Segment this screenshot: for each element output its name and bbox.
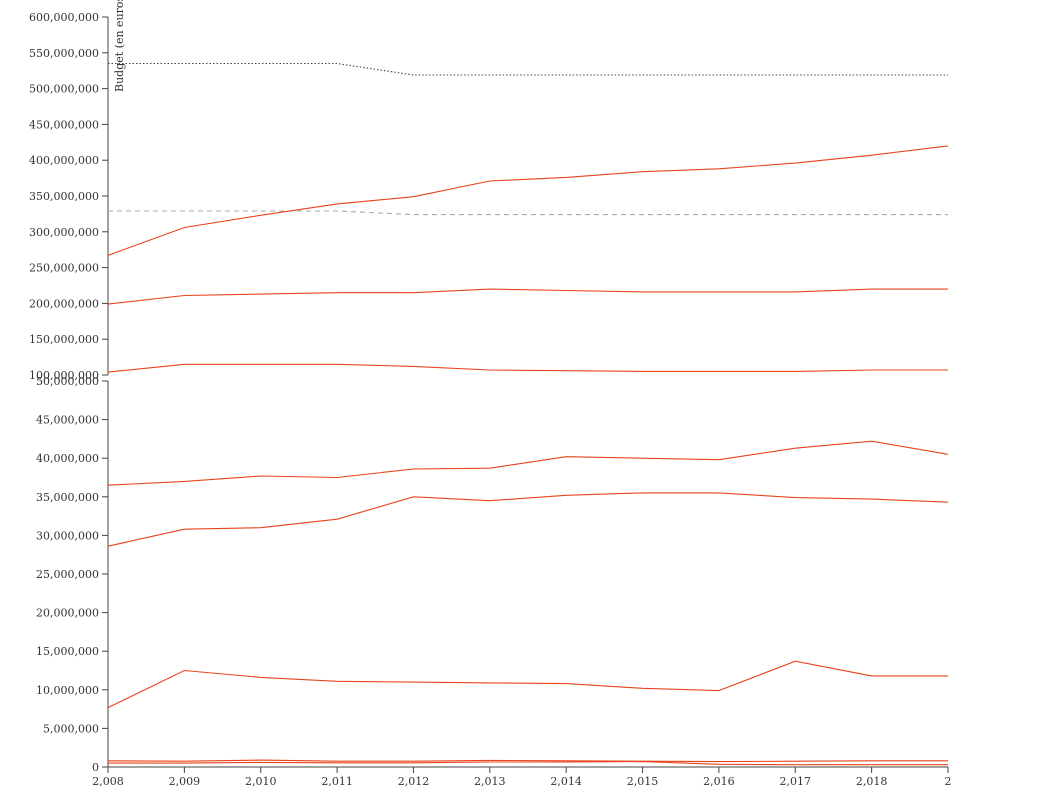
x-tick-label: 2,015 bbox=[627, 775, 659, 788]
bottom-y-tick-label: 35,000,000 bbox=[36, 491, 99, 504]
x-tick: 2,009 bbox=[169, 767, 201, 788]
top-series-line-2 bbox=[108, 210, 948, 216]
top-chart-panel: 100,000,000 150,000,000 200,000,000 250,000… bbox=[29, 11, 949, 382]
x-tick-label: 2,010 bbox=[245, 775, 277, 788]
top-y-tick-label: 150,000,000 bbox=[29, 333, 99, 346]
top-y-tick-label: 500,000,000 bbox=[29, 83, 99, 96]
top-y-tick-label: 200,000,000 bbox=[29, 297, 99, 310]
x-tick-label: 2,017 bbox=[780, 775, 812, 788]
top-y-tick-label: 250,000,000 bbox=[29, 262, 99, 275]
x-tick-label: 2,018 bbox=[856, 775, 888, 788]
bottom-y-tick: 10,000,000 bbox=[36, 684, 108, 697]
bottom-y-tick-label: 50,000,000 bbox=[36, 375, 99, 388]
bottom-y-tick: 0 bbox=[92, 761, 108, 774]
bottom-y-tick: 30,000,000 bbox=[36, 529, 108, 542]
top-y-tick: 550,000,000 bbox=[29, 47, 108, 60]
x-tick: 2,014 bbox=[550, 767, 582, 788]
x-tick-label: 2 bbox=[945, 775, 952, 788]
top-y-tick-label: 100,000,000 bbox=[29, 369, 99, 382]
bottom-series-line-1 bbox=[107, 440, 949, 486]
top-y-tick-label: 550,000,000 bbox=[29, 47, 99, 60]
x-tick-label: 2,016 bbox=[703, 775, 735, 788]
bottom-y-tick-label: 10,000,000 bbox=[36, 684, 99, 697]
top-y-tick-label: 600,000,000 bbox=[29, 11, 99, 24]
top-series-line-3 bbox=[107, 145, 949, 256]
x-tick: 2,008 bbox=[92, 767, 124, 788]
top-y-tick: 450,000,000 bbox=[29, 118, 108, 131]
top-y-tick: 350,000,000 bbox=[29, 190, 108, 203]
bottom-y-tick-label: 0 bbox=[92, 761, 99, 774]
top-y-tick: 600,000,000 bbox=[29, 11, 108, 24]
x-tick: 2 bbox=[945, 767, 952, 788]
x-tick: 2,016 bbox=[703, 767, 735, 788]
top-y-tick-label: 350,000,000 bbox=[29, 190, 99, 203]
bottom-series-line-3 bbox=[107, 660, 948, 709]
top-y-tick: 250,000,000 bbox=[29, 262, 108, 275]
top-series-line-1 bbox=[108, 62, 948, 76]
bottom-y-tick: 15,000,000 bbox=[36, 645, 108, 658]
x-tick-label: 2,008 bbox=[92, 775, 124, 788]
bottom-y-tick-label: 40,000,000 bbox=[36, 452, 99, 465]
top-series-line-4 bbox=[107, 288, 948, 305]
bottom-y-tick: 25,000,000 bbox=[36, 568, 108, 581]
bottom-series-line-2 bbox=[107, 492, 949, 547]
x-tick: 2,013 bbox=[474, 767, 506, 788]
top-y-tick: 400,000,000 bbox=[29, 154, 108, 167]
bottom-chart-panel: 0 5,000,000 10,000,000 15,000,000 20,000,000… bbox=[36, 375, 951, 788]
x-tick: 2,010 bbox=[245, 767, 277, 788]
top-y-tick: 100,000,000 bbox=[29, 369, 108, 382]
x-tick-label: 2,012 bbox=[398, 775, 430, 788]
bottom-y-tick: 40,000,000 bbox=[36, 452, 108, 465]
bottom-series-line-4 bbox=[107, 759, 948, 763]
bottom-y-tick: 35,000,000 bbox=[36, 491, 108, 504]
x-tick-label: 2,013 bbox=[474, 775, 506, 788]
bottom-y-tick-label: 15,000,000 bbox=[36, 645, 99, 658]
x-tick: 2,017 bbox=[780, 767, 812, 788]
top-series-line-5 bbox=[107, 363, 948, 373]
bottom-y-tick: 45,000,000 bbox=[36, 414, 108, 427]
bottom-y-tick-label: 25,000,000 bbox=[36, 568, 99, 581]
top-y-tick-label: 300,000,000 bbox=[29, 226, 99, 239]
top-y-tick: 300,000,000 bbox=[29, 226, 108, 239]
x-tick: 2,018 bbox=[856, 767, 888, 788]
x-tick: 2,011 bbox=[321, 767, 353, 788]
top-y-tick-label: 450,000,000 bbox=[29, 118, 99, 131]
bottom-y-tick: 50,000,000 bbox=[36, 375, 108, 388]
y-axis-label: Budget (en euros bbox=[113, 0, 126, 92]
x-tick: 2,012 bbox=[398, 767, 430, 788]
bottom-y-tick: 5,000,000 bbox=[43, 722, 108, 735]
bottom-y-tick-label: 45,000,000 bbox=[36, 414, 99, 427]
x-tick: 2,015 bbox=[627, 767, 659, 788]
bottom-y-tick: 20,000,000 bbox=[36, 607, 108, 620]
x-tick-label: 2,014 bbox=[550, 775, 582, 788]
bottom-y-tick-label: 20,000,000 bbox=[36, 607, 99, 620]
top-y-tick: 200,000,000 bbox=[29, 297, 108, 310]
bottom-y-tick-label: 30,000,000 bbox=[36, 529, 99, 542]
x-tick-label: 2,011 bbox=[321, 775, 353, 788]
bottom-y-tick-label: 5,000,000 bbox=[43, 722, 99, 735]
bottom-series-line-5 bbox=[108, 761, 948, 766]
top-y-tick-label: 400,000,000 bbox=[29, 154, 99, 167]
top-y-tick: 500,000,000 bbox=[29, 83, 108, 96]
top-y-tick: 150,000,000 bbox=[29, 333, 108, 346]
x-tick-label: 2,009 bbox=[169, 775, 201, 788]
